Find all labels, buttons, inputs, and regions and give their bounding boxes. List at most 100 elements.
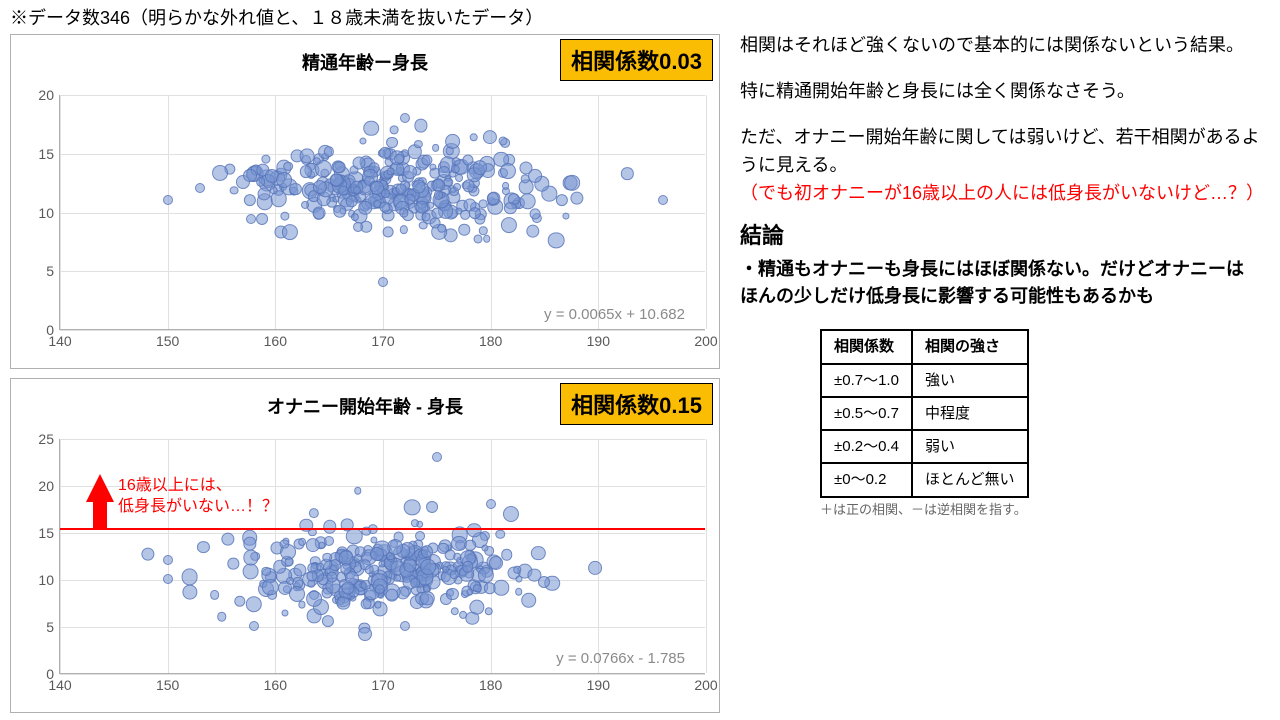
data-point [317,563,325,571]
data-point [289,183,301,195]
data-point [479,226,487,234]
commentary-p2: 特に精通開始年齢と身長には全く関係なさそう。 [740,78,1260,106]
conclusion-heading: 結論 [740,219,1260,253]
data-point [411,578,421,588]
gridline [706,95,707,329]
commentary-p1: 相関はそれほど強くないので基本的には関係ないという結果。 [740,32,1260,60]
data-point [383,226,394,237]
data-point [462,179,475,192]
x-tick: 180 [479,673,502,693]
data-point [432,178,446,192]
chart1-equation: y = 0.0065x + 10.682 [544,306,685,323]
x-tick: 160 [264,673,287,693]
data-point [212,165,228,181]
data-point [365,565,374,574]
x-tick: 140 [48,673,71,693]
data-point [341,581,354,594]
data-point [501,217,517,233]
data-point [289,586,305,602]
x-tick: 190 [587,329,610,349]
data-point [359,137,366,144]
data-point [244,194,256,206]
data-point [420,559,436,575]
data-point [394,154,404,164]
chart-2-box: オナニー開始年齢 - 身長相関係数0.150510152025140150160… [10,378,720,713]
annotation-line: 低身長がいない…！？ [118,497,278,518]
data-point [298,538,306,546]
data-point [442,566,450,574]
table-cell: 強い [912,364,1028,397]
commentary-p3b: （でも初オナニーが16歳以上の人には低身長がいないけど…？） [740,180,1260,208]
data-point [221,533,234,546]
data-point [286,577,294,585]
data-point [298,601,305,608]
data-point [530,208,541,219]
table-cell: ±0.2～0.4 [821,430,912,463]
data-point [469,599,484,614]
data-point [485,607,494,616]
data-point [306,591,322,607]
data-point [390,126,399,135]
data-point [378,277,388,287]
data-point [438,166,450,178]
data-point [498,137,507,146]
gridline [598,95,599,329]
data-point [496,530,505,539]
data-point [453,183,461,191]
x-tick: 150 [156,329,179,349]
data-point [503,506,519,522]
data-point [217,612,226,621]
data-point [322,615,334,627]
y-tick: 10 [38,572,60,588]
data-point [446,588,458,600]
x-tick: 190 [587,673,610,693]
table-header-strength: 相関の強さ [912,330,1028,363]
y-tick: 15 [38,146,60,162]
x-tick: 180 [479,329,502,349]
data-point [658,195,668,205]
data-point [556,194,568,206]
data-point [414,119,427,132]
data-point [282,610,289,617]
data-point [280,211,289,220]
data-point [285,558,294,567]
data-point [301,201,309,209]
commentary-p3a: ただ、オナニー開始年齢に関しては弱いけど、若干相関があるように見える。 [740,124,1260,180]
data-point [400,226,408,234]
data-point [353,222,363,232]
data-point [486,499,496,509]
data-point [455,174,463,182]
data-point [462,561,474,573]
data-point [515,588,523,596]
data-point [445,134,461,150]
data-point [414,140,422,148]
data-point [404,499,421,516]
data-point [538,576,550,588]
table-cell: 弱い [912,430,1028,463]
data-point [426,501,438,513]
data-point [521,592,537,608]
gridline [275,439,276,673]
data-point [375,584,386,595]
data-point [531,546,545,560]
gridline [706,439,707,673]
data-point [453,553,461,561]
data-point [386,589,399,602]
data-point [234,595,245,606]
table-cell: 中程度 [912,397,1028,430]
table-cell: ±0.5～0.7 [821,397,912,430]
arrow-stem [93,500,107,528]
data-point [467,589,474,596]
y-tick: 5 [46,263,60,279]
data-point [564,175,580,191]
x-tick: 170 [371,673,394,693]
y-tick: 25 [38,431,60,447]
commentary-column: 相関はそれほど強くないので基本的には関係ないという結果。 特に精通開始年齢と身長… [740,32,1260,520]
data-point [473,234,482,243]
data-point [361,599,372,610]
data-point [493,580,508,595]
data-point [621,168,633,180]
chart-1-box: 精通年齢ー身長相関係数0.030510152014015016017018019… [10,34,720,369]
data-point [195,183,205,193]
data-point [323,520,336,533]
